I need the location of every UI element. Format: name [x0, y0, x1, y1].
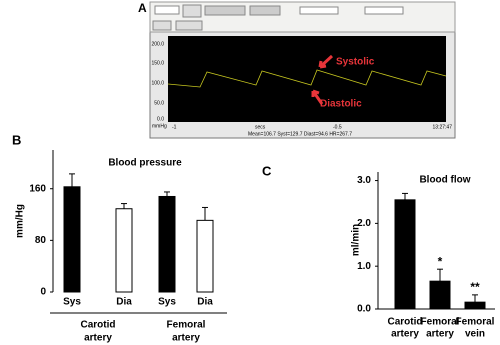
arrow [311, 89, 324, 105]
y-tick-label: 80 [35, 235, 47, 246]
y-tick-label: 1.0 [357, 261, 371, 272]
readout: Mean=106.7 Syst=129.7 Diast=94.6 HR=267.… [248, 131, 352, 137]
bar [63, 186, 81, 293]
group-label: artery [172, 333, 200, 344]
toolbar-select [364, 6, 404, 15]
y-axis-label: ml/min [351, 224, 362, 256]
x-tick-label: Dia [116, 297, 132, 308]
x-tick-label: -0.5 [333, 124, 342, 130]
y-tick-label: 2.0 [357, 218, 371, 229]
pressure-trace [167, 69, 447, 88]
x-tick-label: -1 [172, 124, 177, 130]
annotation: Diastolic [320, 99, 362, 110]
panel-label: B [12, 132, 21, 147]
toolbar-button [152, 20, 172, 31]
y-tick-label: 160 [29, 183, 46, 194]
group-label: Femoral [167, 320, 206, 331]
group-label: artery [84, 333, 112, 344]
x-tick-label: Femoral [421, 317, 460, 328]
toolbar-select [299, 6, 339, 15]
y-tick-label: 150.0 [151, 60, 164, 66]
toolbar-icons [249, 5, 281, 16]
annotation: Systolic [336, 57, 375, 68]
bar [115, 208, 133, 293]
x-unit: secs [255, 124, 266, 130]
y-axis-label: mm/Hg [15, 204, 26, 238]
chart-title: Blood flow [419, 175, 470, 186]
bar [196, 219, 214, 293]
y-tick-label: 200.0 [151, 41, 164, 47]
toolbar-button [175, 20, 203, 31]
y-tick-label: 0.0 [157, 116, 164, 122]
x-tick-label: artery [391, 329, 419, 340]
panel-label: C [262, 163, 272, 178]
x-tick-label: Sys [158, 297, 176, 308]
x-tick-label: Sys [63, 297, 81, 308]
y-unit: mmHg [152, 123, 167, 129]
significance: ** [470, 280, 480, 294]
x-tick-label: Femoral [456, 317, 495, 328]
toolbar-field [154, 5, 180, 15]
bar [429, 280, 451, 310]
toolbar-button [182, 4, 202, 18]
y-tick-label: 3.0 [357, 175, 371, 186]
bar [394, 199, 416, 310]
clock: 13:27:47 [433, 124, 453, 130]
panel-label: A [138, 1, 147, 15]
group-label: Carotid [81, 320, 116, 331]
x-tick-label: Carotid [388, 317, 423, 328]
x-tick-label: vein [465, 329, 485, 340]
x-tick-label: artery [426, 329, 454, 340]
arrow [318, 54, 334, 69]
x-tick-label: Dia [197, 297, 213, 308]
y-tick-label: 100.0 [151, 80, 164, 86]
significance: * [438, 254, 443, 268]
bar [158, 195, 176, 293]
toolbar-icons [204, 5, 246, 16]
chart-title: Blood pressure [108, 158, 182, 169]
bar [464, 301, 486, 310]
plot-area [168, 36, 446, 122]
y-tick-label: 0.0 [357, 304, 371, 315]
y-tick-label: 50.0 [154, 100, 164, 106]
y-tick-label: 0 [40, 287, 46, 298]
